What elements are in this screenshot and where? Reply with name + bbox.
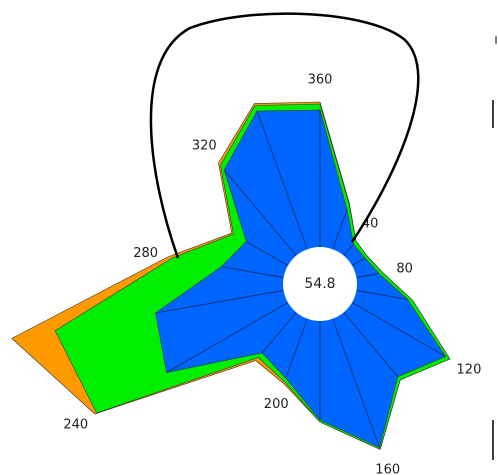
spoke [351, 302, 446, 357]
angle-label: 360 [308, 73, 333, 88]
spoke [256, 110, 308, 250]
spoke [166, 302, 289, 373]
angle-label: 200 [264, 397, 289, 412]
spoke [343, 243, 354, 256]
spoke [356, 290, 408, 300]
spoke [351, 257, 366, 266]
spoke [261, 312, 297, 354]
annotation-curve [149, 12, 420, 259]
angle-label: 120 [457, 363, 482, 378]
spoke [223, 169, 297, 256]
spoke [343, 312, 399, 377]
spoke [285, 318, 308, 379]
angle-label: 160 [375, 463, 400, 475]
angle-label: 80 [396, 262, 413, 277]
spoke [356, 273, 380, 278]
spoke [246, 241, 289, 266]
angle-label: 320 [192, 139, 217, 154]
spoke [155, 290, 284, 314]
spoke [332, 318, 380, 448]
angle-label: 240 [63, 418, 88, 433]
spoke [221, 266, 284, 278]
center-hole [283, 247, 357, 321]
spoke [332, 209, 348, 250]
angle-label: 280 [133, 246, 158, 261]
center-label: 54.8 [304, 276, 335, 292]
